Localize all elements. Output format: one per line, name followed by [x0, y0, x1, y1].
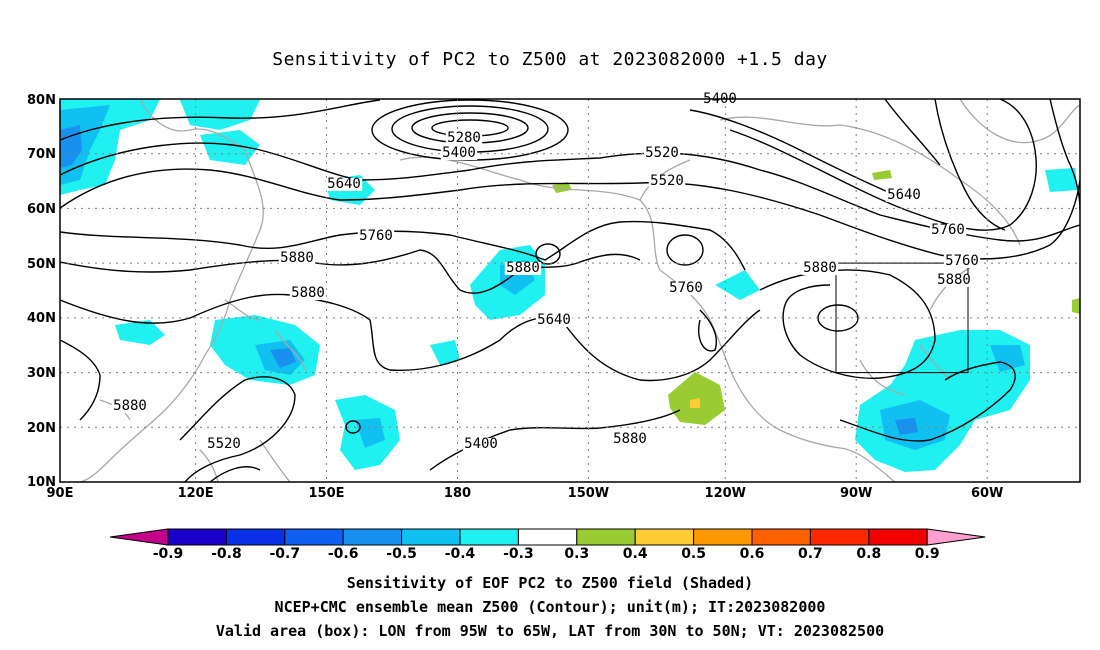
colorbar-swatch: [751, 528, 811, 546]
map-border: [59, 98, 1081, 483]
colorbar-tick-label: 0.6: [740, 546, 765, 562]
contour-label: 5280: [447, 130, 481, 146]
contour-label-bg: [325, 178, 363, 191]
lon-label: 90E: [47, 486, 74, 501]
colorbar-tick-label: 0.3: [564, 546, 589, 562]
valid-area-box: [835, 262, 969, 374]
contour-label: 5640: [537, 312, 571, 328]
lon-label: 150W: [568, 486, 609, 501]
colorbar-tick-label: 0.9: [915, 546, 940, 562]
lat-label: 40N: [27, 311, 56, 326]
colorbar-swatch: [868, 528, 928, 546]
lat-label: 60N: [27, 202, 56, 217]
colorbar-tick-label: 0.8: [856, 546, 881, 562]
lon-label: 120W: [705, 486, 746, 501]
lon-label: 90W: [840, 486, 872, 501]
colorbar: -0.9 -0.8 -0.7 -0.6 -0.5 -0.4 -0.3 0.3 0.4 0.5 0.6…: [109, 528, 986, 562]
colorbar-tick-label: -0.8: [211, 546, 242, 562]
colorbar-swatch: [459, 528, 519, 546]
colorbar-swatch: [342, 528, 403, 546]
contour-label: 5880: [506, 260, 540, 276]
lat-label: 70N: [27, 147, 56, 162]
contour-label-bg: [929, 224, 967, 237]
caption-line-3: Valid area (box): LON from 95W to 65W, L…: [215, 622, 885, 640]
contour-label: 5520: [207, 436, 241, 452]
contour-label: 5760: [945, 253, 979, 269]
contour-label-bg: [885, 189, 923, 202]
colorbar-tick-label: 0.4: [623, 546, 648, 562]
contour-label-bg: [667, 282, 705, 295]
lat-lon-grid: [60, 99, 1080, 482]
contour-label: 5640: [327, 176, 361, 192]
colorbar-tick-label: -0.4: [445, 546, 476, 562]
colorbar-tick-label: -0.3: [503, 546, 534, 562]
caption-line-2: NCEP+CMC ensemble mean Z500 (Contour); u…: [274, 598, 826, 616]
lat-label: 20N: [27, 421, 56, 436]
contour-label: 5520: [645, 145, 679, 161]
lat-label: 50N: [27, 257, 56, 272]
colorbar-tick-label: -0.7: [269, 546, 300, 562]
contour-label-bg: [611, 433, 649, 446]
colorbar-swatch: [284, 528, 344, 546]
contour-label-bg: [648, 175, 686, 188]
colorbar-tick-label: -0.9: [153, 546, 184, 562]
contour-label: 5520: [650, 173, 684, 189]
colorbar-right-arrow: [926, 528, 986, 546]
colorbar-tick-label: -0.5: [386, 546, 417, 562]
colorbar-swatch: [517, 528, 578, 546]
contour-label-bg: [935, 274, 973, 287]
lat-label: 80N: [27, 93, 56, 108]
colorbar-swatch: [576, 528, 636, 546]
colorbar-swatch: [401, 528, 461, 546]
contour-label-bg: [357, 230, 395, 243]
contour-label-bg: [535, 314, 573, 327]
contour-label: 5400: [464, 436, 498, 452]
contour-label: 5760: [931, 222, 965, 238]
longitude-labels: 90E 120E 150E 180 150W 120W 90W 60W: [47, 486, 1004, 501]
contour-label: 5400: [442, 145, 476, 161]
contour-label: 5760: [359, 228, 393, 244]
contour-label: 5640: [887, 187, 921, 203]
lon-label: 150E: [308, 486, 344, 501]
contour-label-bg: [289, 287, 327, 300]
contour-label-bg: [462, 438, 500, 451]
lat-label: 10N: [27, 475, 56, 490]
contour-label-bg: [504, 262, 542, 275]
lon-label: 180: [444, 486, 471, 501]
contour-label-bg: [943, 255, 981, 268]
colorbar-swatch: [693, 528, 753, 546]
contour-label-bg: [278, 252, 316, 265]
colorbar-swatch: [809, 528, 870, 546]
contour-label-bg: [440, 147, 478, 160]
contour-label: 5880: [113, 398, 147, 414]
contour-label: 5880: [937, 272, 971, 288]
contour-label: 5880: [803, 260, 837, 276]
contour-label: 5880: [613, 431, 647, 447]
latitude-labels: 80N 70N 60N 50N 40N 30N 20N 10N: [27, 93, 56, 490]
contour-label: 5880: [280, 250, 314, 266]
lat-label: 30N: [27, 366, 56, 381]
colorbar-left-arrow: [109, 528, 169, 546]
z500-contours: [60, 99, 1080, 482]
contour-label: 5880: [291, 285, 325, 301]
colorbar-swatch: [634, 528, 695, 546]
contour-label: 5760: [669, 280, 703, 296]
lon-label: 60W: [971, 486, 1003, 501]
contour-label-bg: [801, 262, 839, 275]
caption-line-1: Sensitivity of EOF PC2 to Z500 field (Sh…: [346, 574, 754, 592]
lon-label: 120E: [178, 486, 214, 501]
colorbar-tick-label: 0.7: [798, 546, 823, 562]
colorbar-swatch: [225, 528, 286, 546]
contour-label-bg: [643, 147, 681, 160]
contour-label-bg: [205, 438, 243, 451]
colorbar-swatch: [167, 528, 227, 546]
contour-label-bg: [445, 132, 483, 145]
colorbar-tick-label: -0.6: [328, 546, 359, 562]
map-title: Sensitivity of PC2 to Z500 at 2023082000…: [272, 49, 828, 70]
colorbar-tick-label: 0.5: [681, 546, 706, 562]
contour-label-bg: [111, 400, 149, 413]
